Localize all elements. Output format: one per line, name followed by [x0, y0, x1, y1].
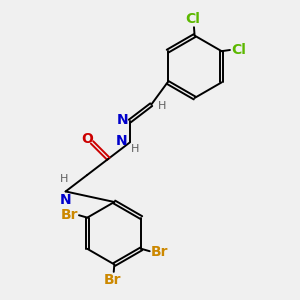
Text: Br: Br [150, 245, 168, 259]
Text: Cl: Cl [186, 12, 200, 26]
Text: N: N [117, 112, 128, 127]
Text: H: H [131, 144, 140, 154]
Text: Cl: Cl [231, 43, 246, 57]
Text: Br: Br [61, 208, 78, 222]
Text: O: O [81, 132, 93, 146]
Text: N: N [116, 134, 127, 148]
Text: Br: Br [104, 273, 122, 287]
Text: H: H [158, 101, 166, 111]
Text: H: H [60, 174, 68, 184]
Text: N: N [60, 193, 71, 207]
